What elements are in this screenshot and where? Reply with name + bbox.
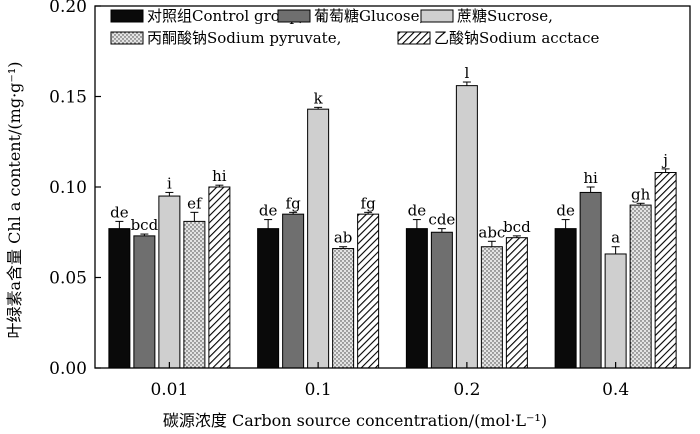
bar — [430, 231, 453, 369]
bar — [307, 108, 330, 369]
x-tick-label: 0.4 — [602, 380, 629, 400]
bar — [554, 228, 577, 369]
bar — [133, 235, 156, 369]
legend-label: 乙酸钠Sodium acctace — [434, 29, 599, 47]
data-label: l — [464, 64, 469, 82]
data-label: hi — [583, 169, 598, 187]
data-label: abc — [478, 223, 505, 241]
bar — [208, 186, 231, 369]
bar — [654, 172, 677, 369]
data-label: j — [661, 151, 668, 169]
data-label: hi — [212, 167, 227, 185]
legend-swatch — [397, 31, 431, 45]
data-label: de — [556, 202, 575, 220]
x-axis-title: 碳源浓度 Carbon source concentration/(mol·L⁻… — [163, 411, 547, 430]
bar — [405, 228, 428, 369]
data-label: k — [314, 89, 324, 107]
bar — [357, 213, 380, 369]
y-tick-label: 0.20 — [49, 0, 87, 17]
y-tick-label: 0.15 — [49, 88, 87, 108]
bar — [108, 228, 131, 369]
data-label: a — [611, 229, 620, 247]
bar — [505, 237, 528, 369]
data-label: bcd — [503, 218, 531, 236]
data-label: de — [408, 202, 427, 220]
data-label: bcd — [131, 216, 159, 234]
data-label: de — [110, 203, 129, 221]
x-tick-label: 0.2 — [453, 380, 480, 400]
y-axis-title: 叶绿素a含量 Chl a content/(mg·g⁻¹) — [5, 61, 24, 338]
bar — [158, 195, 181, 369]
data-label: fg — [286, 194, 302, 212]
bar — [604, 253, 627, 369]
legend-label: 葡萄糖Glucose, — [314, 7, 424, 25]
y-tick-label: 0.05 — [49, 269, 87, 289]
data-label: cde — [428, 211, 455, 229]
bar — [332, 248, 355, 369]
legend-swatch — [420, 9, 454, 23]
bar — [183, 220, 206, 369]
bar — [257, 228, 280, 369]
legend-label: 丙酮酸钠Sodium pyruvate, — [147, 29, 341, 47]
legend: 对照组Control group, 葡萄糖Glucose, 蔗糖Sucrose, 丙酮… — [110, 7, 599, 47]
bar — [480, 246, 503, 369]
x-tick-label: 0.01 — [150, 380, 188, 400]
y-tick-label: 0.00 — [49, 359, 87, 379]
data-label: gh — [631, 185, 651, 203]
data-label: de — [259, 202, 278, 220]
data-label: ef — [187, 194, 203, 212]
x-tick-label: 0.1 — [305, 380, 332, 400]
legend-swatch — [110, 9, 144, 23]
data-label: ab — [334, 229, 353, 247]
bar — [455, 85, 478, 369]
legend-label: 蔗糖Sucrose, — [457, 7, 553, 25]
legend-swatch — [277, 9, 311, 23]
legend-swatch — [110, 31, 144, 45]
data-label: fg — [361, 194, 377, 212]
y-tick-label: 0.10 — [49, 178, 87, 198]
bar — [579, 191, 602, 369]
data-label: i — [167, 174, 172, 192]
bar — [629, 204, 652, 369]
legend-label: 对照组Control group, — [147, 7, 304, 25]
bar — [282, 213, 305, 369]
axes-layer: 0.00 0.05 0.10 0.15 0.20 0.01 0.1 0.2 0.4 — [49, 0, 691, 400]
